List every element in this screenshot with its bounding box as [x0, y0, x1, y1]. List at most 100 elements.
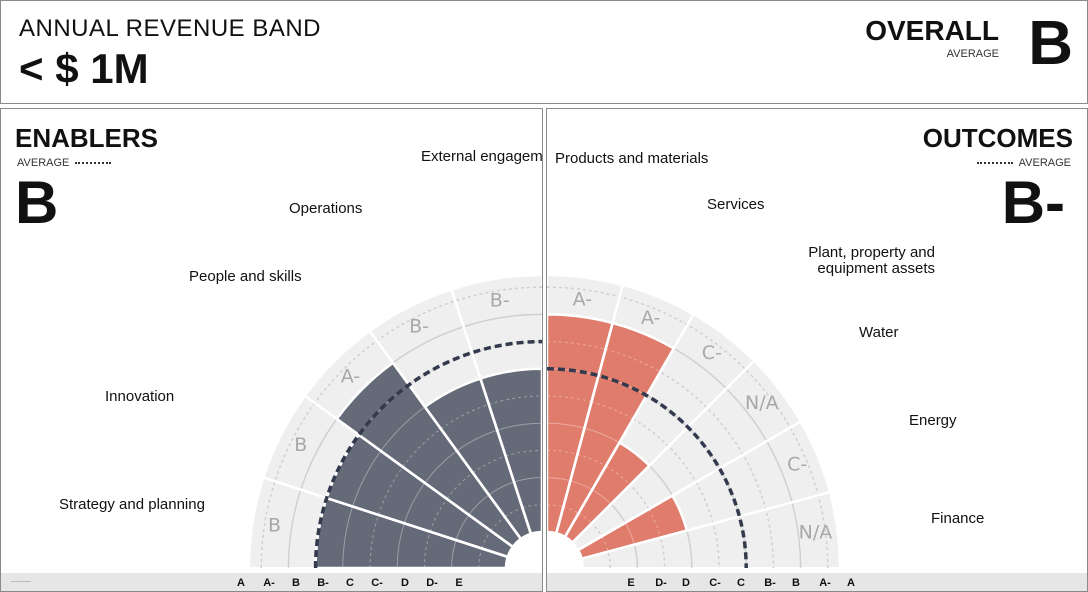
segment-separator [450, 289, 533, 535]
bar-gridline [440, 403, 490, 430]
axis-tick: D- [655, 577, 667, 589]
category-label: Products and materials [555, 150, 709, 167]
bar-gridline [605, 348, 661, 373]
grade-label: A- [341, 366, 360, 388]
axis-tick: B- [317, 577, 329, 589]
bar-gridline [342, 506, 354, 569]
revenue-band-value: < $ 1M [19, 45, 149, 92]
segment-separator [581, 491, 831, 560]
category-label: Water [859, 324, 899, 341]
enablers-average-grade: B [15, 169, 59, 236]
bar-gridline [446, 472, 474, 500]
bar-gridline [591, 401, 634, 420]
bar-gridline [429, 498, 448, 532]
bar-gridline [505, 449, 542, 457]
bar-gridline [472, 455, 506, 474]
enablers-average-row: AVERAGE [17, 157, 117, 169]
axis-tick: D [401, 577, 409, 589]
header: ANNUAL REVENUE BAND < $ 1M OVERALL AVERA… [0, 0, 1088, 104]
grade-label: N/A [745, 392, 779, 414]
average-line-legend-icon [976, 162, 1013, 165]
grade-label: B- [409, 316, 429, 338]
category-label: Energy [909, 412, 957, 429]
bar-gridline [403, 482, 426, 524]
axis-tick: C- [709, 577, 721, 589]
grade-label: C- [787, 453, 807, 475]
bar [576, 493, 689, 561]
axis-tick: B [792, 577, 800, 589]
segment-separator [368, 330, 522, 540]
bar-gridline [456, 429, 498, 452]
axis-tick: A- [263, 577, 275, 589]
average-arc [313, 339, 542, 569]
bar-gridline [488, 395, 542, 405]
axis-tick: E [627, 577, 635, 589]
grade-label: C- [702, 342, 722, 364]
bar-gridline [424, 450, 458, 484]
axis-tick: C- [371, 577, 383, 589]
enablers-panel: B B A- B- B- ENABLERS AVERAGE B Strategy and… [0, 108, 543, 592]
grade-label: B [268, 515, 281, 537]
outcomes-panel: A- A- C- N/A C- N/A OUTCOMES AVERAGE B- Produ… [546, 108, 1088, 592]
bar-gridline [423, 531, 431, 569]
bar-gridline [369, 514, 379, 569]
bar-gridline [402, 428, 442, 468]
bar-gridline [396, 523, 405, 569]
outcomes-chart: A- A- C- N/A C- N/A [547, 274, 841, 591]
overall-title: OVERALL [865, 15, 999, 46]
average-line-legend-icon [75, 162, 112, 165]
category-label: Operations [289, 200, 363, 217]
axis-tick: A [847, 577, 855, 589]
bar-gridline [547, 395, 592, 403]
grade-label: B- [490, 290, 510, 312]
segment-background [580, 490, 841, 569]
axis-tick: C [346, 577, 354, 589]
axis-tick: A- [819, 577, 831, 589]
enablers-average-label: AVERAGE [17, 157, 70, 169]
segment-separator [263, 476, 509, 559]
category-label: Services [707, 196, 765, 213]
grade-label: A- [573, 289, 592, 311]
outcomes-axis: E D- D C- C B- B A- A [547, 573, 1087, 591]
grade-label: A- [641, 307, 660, 329]
axis-tick: E [455, 577, 463, 589]
segment-separator [563, 313, 695, 538]
overall-average-label: AVERAGE [946, 48, 999, 60]
enablers-title: ENABLERS [15, 123, 159, 153]
outcomes-average-label: AVERAGE [1018, 157, 1071, 169]
axis-tick: D- [426, 577, 438, 589]
bar-gridline [380, 406, 426, 452]
enablers-chart: B B A- B- B- [248, 274, 542, 591]
axis-tick: A [237, 577, 245, 589]
bar-gridline [377, 466, 404, 516]
bar-gridline [352, 450, 382, 507]
revenue-band-label: ANNUAL REVENUE BAND [19, 15, 322, 42]
axis-tick: B [292, 577, 300, 589]
category-label: Innovation [105, 388, 175, 405]
grade-label: B [294, 434, 307, 456]
category-label: Finance [931, 510, 985, 527]
segment-separator [577, 420, 802, 552]
category-label: People and skills [189, 268, 302, 285]
grade-label: N/A [799, 522, 833, 544]
bar-gridline [497, 422, 542, 431]
overall-grade: B [1028, 9, 1073, 78]
axis-divider [11, 581, 31, 582]
category-label: Strategy and planning [59, 496, 205, 513]
enablers-axis: A A- B B- C C- D D- E [1, 573, 542, 591]
outcomes-average-row: AVERAGE [971, 157, 1071, 169]
bar-gridline [547, 504, 564, 508]
outcomes-average-grade: B- [1001, 169, 1065, 236]
axis-tick: B- [764, 577, 776, 589]
average-arc [547, 367, 748, 569]
segment-separator [304, 394, 514, 548]
segment-separator [571, 360, 755, 544]
axis-tick: C [737, 577, 745, 589]
bar [478, 367, 542, 536]
segment-separator [555, 284, 624, 534]
axis-tick: D [682, 577, 690, 589]
bar-gridline [547, 341, 606, 350]
category-label: External engagement [421, 148, 543, 165]
outcomes-title: OUTCOMES [922, 123, 1073, 153]
category-label: Plant, property and equipment assets [808, 244, 935, 277]
